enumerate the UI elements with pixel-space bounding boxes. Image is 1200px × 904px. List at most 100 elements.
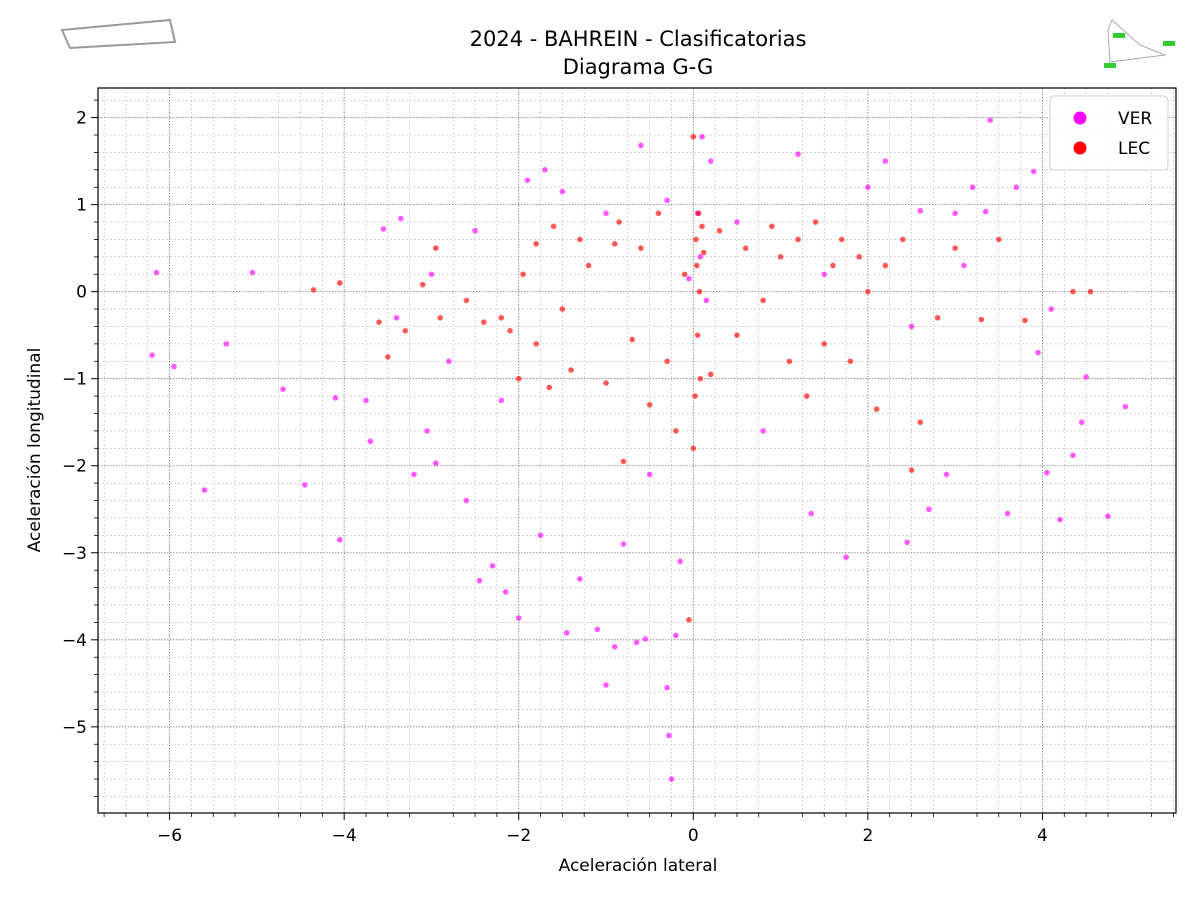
x-tick-label: 0: [688, 826, 699, 846]
data-point: [1070, 288, 1076, 295]
data-point: [961, 262, 967, 269]
data-point: [642, 636, 649, 642]
data-point: [363, 397, 369, 404]
data-point: [1122, 403, 1129, 410]
data-point: [149, 352, 155, 358]
data-point: [533, 341, 539, 347]
x-axis-label: Aceleración lateral: [559, 856, 718, 876]
data-point: [249, 269, 256, 276]
data-point: [700, 249, 707, 256]
data-point: [376, 319, 382, 325]
data-point: [393, 314, 400, 321]
data-point: [821, 341, 828, 347]
data-point: [803, 393, 810, 399]
data-point: [695, 210, 702, 217]
data-point: [952, 210, 958, 217]
y-axis-label: Aceleración longitudinal: [25, 348, 45, 553]
data-point: [481, 319, 487, 325]
data-point: [611, 643, 618, 650]
data-point: [987, 117, 993, 124]
plot-area: −6 −4 −2 0 2 4 −5 −4 −3 −2 −1 0 1 2 VER LEC: [62, 87, 1177, 846]
data-point: [611, 240, 618, 247]
data-point: [734, 332, 740, 338]
data-point: [1048, 306, 1054, 312]
data-point: [1087, 288, 1094, 295]
data-point: [882, 262, 889, 269]
y-tick-label: 2: [76, 109, 87, 129]
y-tick-label: −1: [62, 370, 87, 390]
data-point: [568, 367, 574, 373]
data-point: [1083, 374, 1089, 380]
data-point: [686, 275, 692, 282]
data-point: [559, 188, 566, 195]
data-point: [760, 428, 766, 434]
legend-marker: [1073, 111, 1087, 125]
x-tick-label: 2: [862, 826, 873, 846]
data-point: [402, 328, 409, 334]
data-point: [603, 682, 609, 688]
data-point: [943, 471, 950, 478]
legend-box: [1049, 95, 1169, 171]
data-point: [734, 219, 740, 225]
data-point: [982, 208, 989, 215]
data-point: [1022, 317, 1028, 324]
data-point: [171, 363, 177, 370]
data-point: [812, 219, 819, 225]
data-point: [463, 497, 470, 504]
x-tick-label: 4: [1037, 826, 1048, 846]
data-point: [697, 254, 704, 260]
y-tick-label: −4: [62, 631, 87, 651]
chart-subtitle: Diagrama G-G: [563, 55, 714, 79]
data-point: [690, 445, 697, 452]
data-point: [201, 487, 208, 493]
data-point: [697, 375, 704, 382]
data-point: [520, 271, 526, 278]
data-point: [502, 589, 509, 595]
data-point: [577, 236, 583, 243]
logo: [60, 18, 177, 50]
data-point: [507, 328, 513, 334]
data-point: [638, 245, 644, 251]
data-point: [446, 358, 452, 365]
data-point: [926, 506, 932, 513]
data-point: [498, 397, 505, 404]
data-point: [934, 314, 941, 321]
data-point: [668, 776, 675, 782]
data-point: [795, 151, 801, 157]
plot-frame: [97, 87, 1177, 814]
data-point: [428, 271, 435, 278]
data-point: [489, 563, 496, 569]
data-point: [703, 297, 710, 304]
track-map: [1104, 19, 1175, 68]
data-point: [696, 288, 703, 295]
data-point: [1044, 469, 1050, 476]
data-point: [310, 287, 317, 293]
data-point: [533, 240, 539, 247]
y-tick-label: −5: [62, 718, 87, 738]
data-point: [707, 158, 714, 164]
legend-marker: [1073, 141, 1087, 155]
data-point: [795, 236, 801, 243]
data-point: [760, 297, 766, 304]
data-point: [280, 386, 286, 392]
data-point: [917, 419, 924, 426]
data-point: [908, 323, 915, 330]
data-point: [978, 316, 985, 323]
data-point: [537, 532, 544, 539]
data-point: [865, 184, 871, 191]
data-point: [843, 554, 849, 560]
data-point: [821, 271, 828, 278]
data-point: [699, 223, 705, 230]
data-point: [655, 210, 662, 217]
data-point: [716, 227, 723, 234]
data-point: [472, 227, 478, 234]
data-point: [673, 428, 679, 434]
data-point: [498, 314, 505, 321]
data-point: [476, 577, 483, 584]
data-point: [847, 358, 854, 365]
data-point: [808, 510, 814, 517]
data-point: [633, 639, 640, 646]
data-point: [563, 630, 570, 636]
